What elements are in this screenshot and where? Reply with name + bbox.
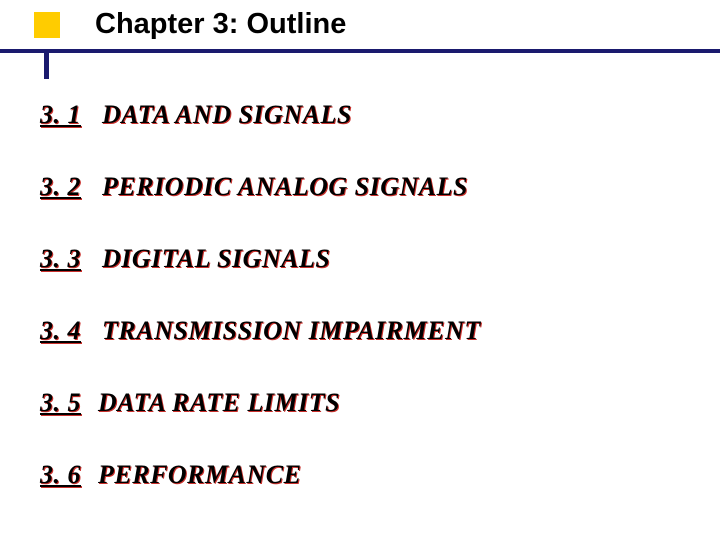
outline-item-number: 3. 1 <box>40 100 81 129</box>
outline-item-text: DATA RATE LIMITS <box>98 388 340 417</box>
bullet-icon <box>34 12 60 38</box>
outline-item-number: 3. 4 <box>40 316 81 345</box>
outline-item-text: TRANSMISSION IMPAIRMENT <box>102 316 481 345</box>
header-vertical-accent <box>44 49 49 79</box>
outline-item-number: 3. 2 <box>40 172 81 201</box>
outline-item-number: 3. 3 <box>40 244 81 273</box>
outline-item-text: PERIODIC ANALOG SIGNALS <box>102 172 468 201</box>
outline-item: 3. 1 DATA AND SIGNALS <box>40 100 680 130</box>
outline-item-text: DIGITAL SIGNALS <box>102 244 330 273</box>
outline-item: 3. 5 DATA RATE LIMITS <box>40 388 680 418</box>
outline-item-text: PERFORMANCE <box>98 460 301 489</box>
outline-item: 3. 3 DIGITAL SIGNALS <box>40 244 680 274</box>
outline-item-number: 3. 5 <box>40 388 81 417</box>
outline-item-text: DATA AND SIGNALS <box>102 100 352 129</box>
outline-item: 3. 2 PERIODIC ANALOG SIGNALS <box>40 172 680 202</box>
slide-title: Chapter 3: Outline <box>95 8 346 41</box>
outline-item: 3. 4 TRANSMISSION IMPAIRMENT <box>40 316 680 346</box>
slide-header: Chapter 3: Outline <box>0 0 720 72</box>
outline-item: 3. 6 PERFORMANCE <box>40 460 680 490</box>
header-underline <box>0 49 720 53</box>
outline-item-number: 3. 6 <box>40 460 81 489</box>
outline-list: 3. 1 DATA AND SIGNALS 3. 2 PERIODIC ANAL… <box>40 100 680 532</box>
